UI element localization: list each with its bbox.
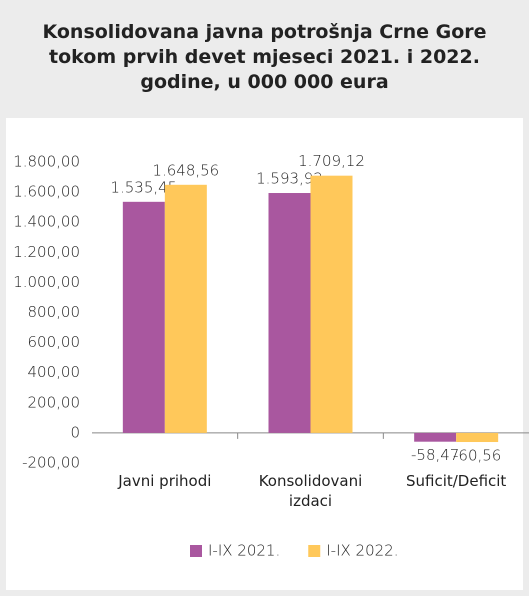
chart-panel	[6, 118, 523, 590]
y-tick-label: 1.400,00	[13, 213, 80, 231]
bar	[268, 193, 311, 433]
y-tick-label: 1.800,00	[13, 153, 80, 171]
bar	[164, 184, 207, 433]
legend-swatch	[308, 545, 321, 557]
x-tick-label: Javni prihodi	[118, 472, 212, 490]
legend-swatch	[190, 545, 202, 557]
y-tick-label: 800,00	[28, 303, 81, 321]
y-tick-label: 1.000,00	[13, 273, 80, 291]
value-label: 1.709,12	[298, 152, 365, 170]
chart-title: Konsolidovana javna potrošnja Crne Gore …	[42, 21, 487, 93]
y-tick-label: 400,00	[28, 363, 81, 381]
bar	[122, 201, 165, 433]
value-label: -58,47	[411, 446, 459, 464]
y-tick-label: -200,00	[22, 454, 80, 472]
y-tick-label: 200,00	[28, 393, 81, 411]
y-tick-label: 0	[70, 423, 80, 441]
bar	[456, 432, 499, 443]
y-tick-label: 600,00	[28, 333, 81, 351]
value-label: 1.535,45	[110, 178, 177, 196]
y-tick-label: 1.200,00	[13, 243, 80, 261]
value-label: -60,56	[453, 447, 501, 465]
legend-label: I-IX 2022.	[326, 542, 398, 560]
value-label: 1.593,92	[256, 170, 323, 188]
legend-label: I-IX 2021.	[208, 542, 280, 560]
bar	[310, 175, 353, 433]
bar	[414, 432, 457, 442]
y-tick-label: 1.600,00	[13, 183, 80, 201]
value-label: 1.648,56	[152, 161, 219, 179]
x-tick-label: Suficit/Deficit	[405, 472, 507, 490]
x-tick-label: Konsolidovani izdaci	[258, 472, 363, 510]
